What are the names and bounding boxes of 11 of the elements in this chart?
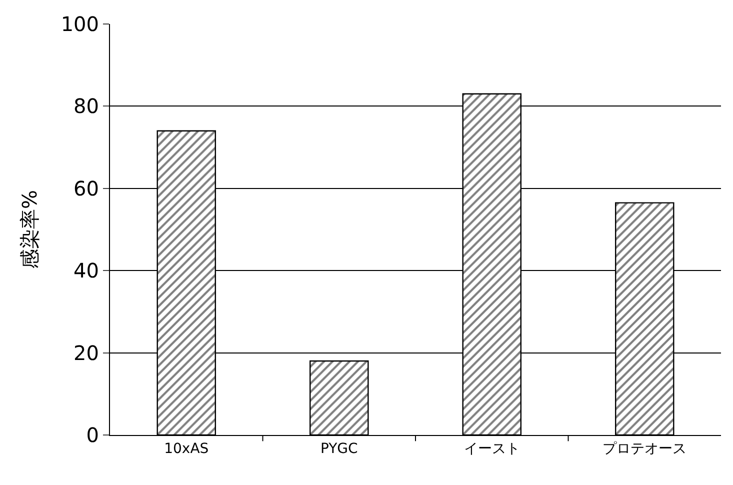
y-tick-label: 100	[60, 12, 99, 36]
y-tick-label: 20	[74, 340, 99, 365]
y-axis-title: 感染率%	[17, 190, 42, 270]
y-tick-label: 40	[74, 258, 99, 283]
y-tick-label: 0	[86, 423, 99, 447]
x-tick-label: PYGC	[320, 440, 358, 457]
y-tick-label: 60	[74, 176, 99, 200]
x-tick-label: 10xAS	[164, 440, 209, 457]
y-tick-label: 80	[74, 94, 99, 118]
x-tick-label: イースト	[464, 440, 520, 457]
x-tick-label: プロテオース	[602, 440, 687, 457]
